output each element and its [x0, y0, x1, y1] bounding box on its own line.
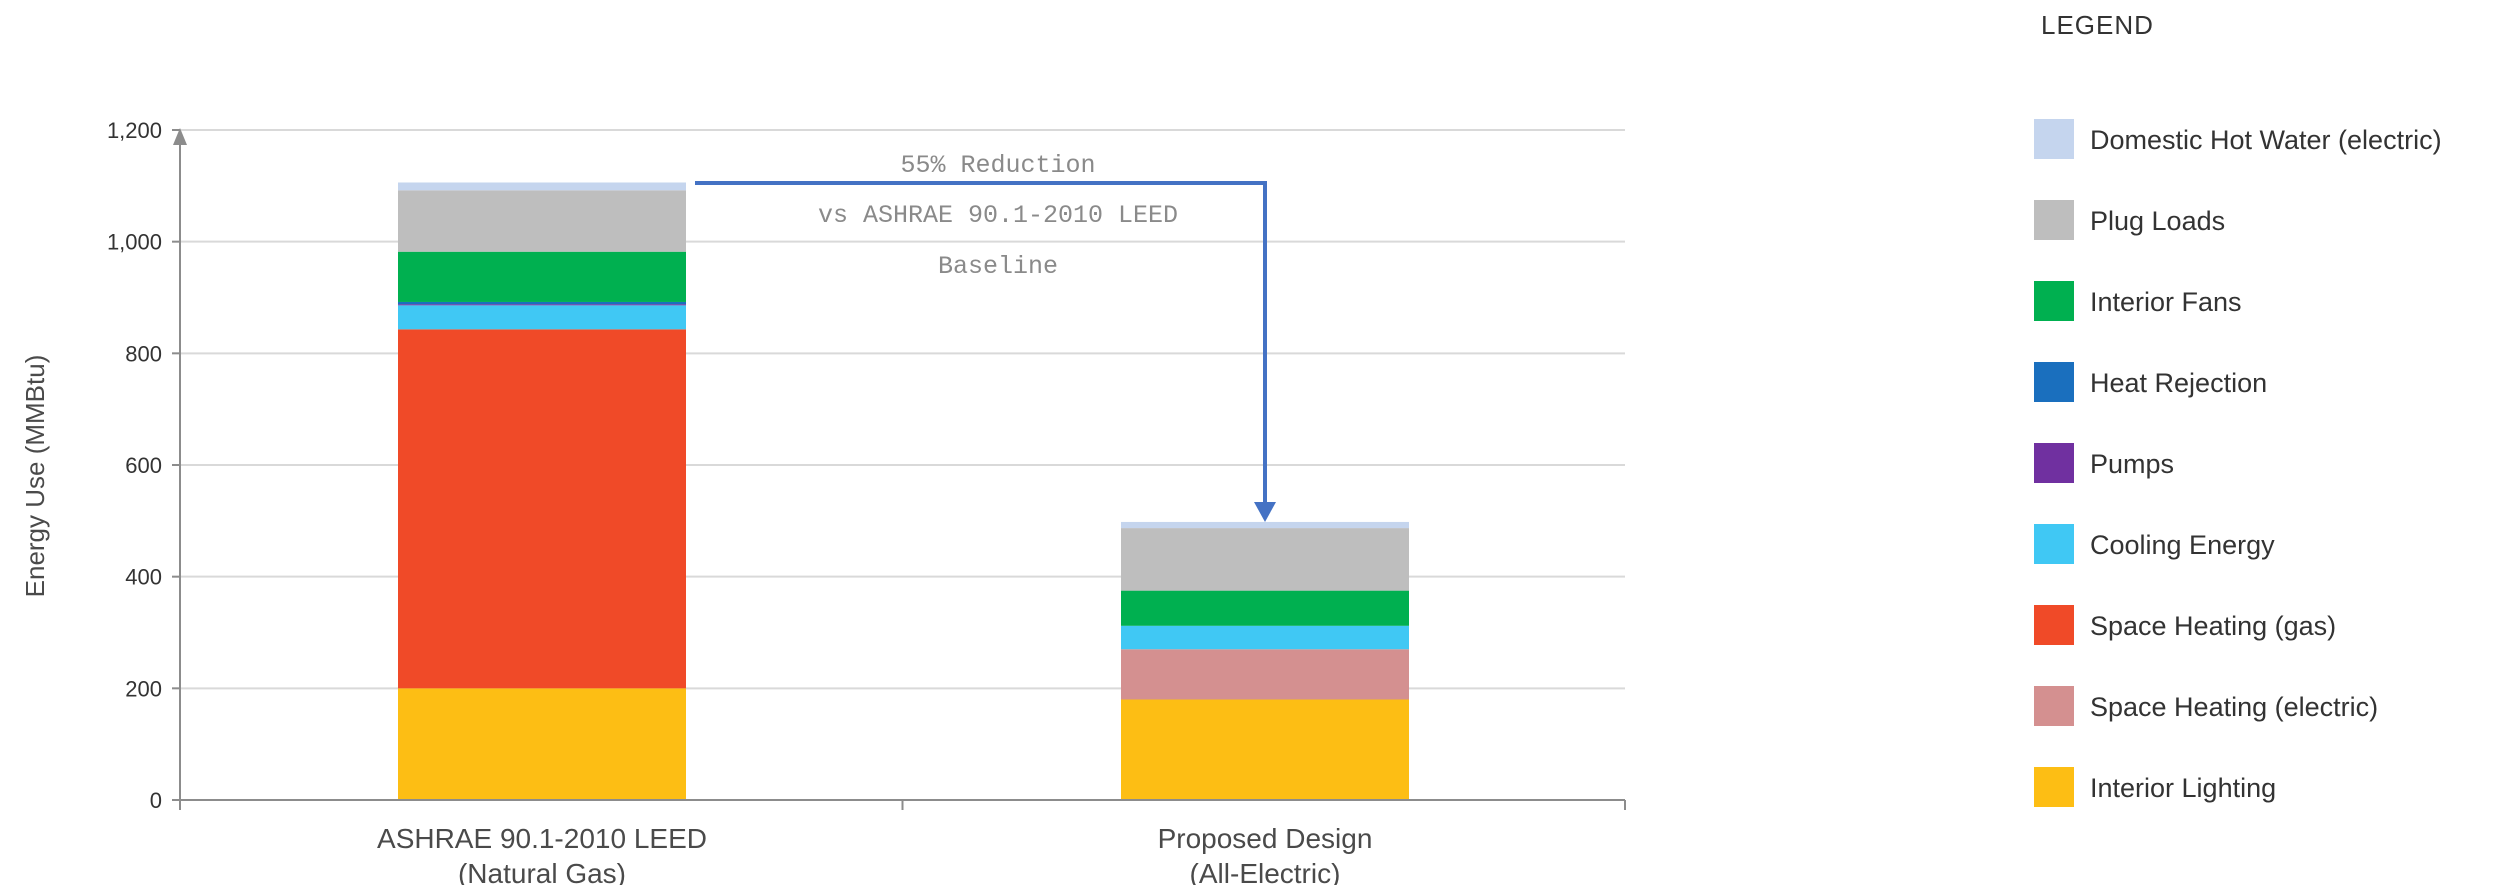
- y-tick-label: 1,000: [107, 230, 162, 255]
- annotation-line-2: vs ASHRAE 90.1-2010 LEED: [818, 201, 1178, 230]
- legend-label: Domestic Hot Water (electric): [2090, 125, 2442, 155]
- category-label: ASHRAE 90.1-2010 LEED: [377, 823, 707, 854]
- legend-swatch-cooling-energy: [2034, 524, 2074, 564]
- bar-segment-space-heating-electric: [1121, 649, 1409, 700]
- bar-segment-heat-rejection: [398, 301, 686, 305]
- y-axis-arrow-icon: [173, 128, 187, 145]
- y-tick-label: 1,200: [107, 118, 162, 143]
- annotation-line-1: 55% Reduction: [900, 151, 1095, 180]
- category-labels: ASHRAE 90.1-2010 LEED (Natural Gas) Propos…: [377, 823, 1372, 885]
- legend-swatch-domestic-hot-water-electric: [2034, 119, 2074, 159]
- bar-segment-space-heating-gas: [398, 329, 686, 689]
- legend-title: LEGEND: [2041, 10, 2154, 40]
- y-tick-label: 600: [125, 453, 162, 478]
- y-tick-label: 800: [125, 341, 162, 366]
- reduction-annotation: 55% Reduction vs ASHRAE 90.1-2010 LEED B…: [695, 151, 1276, 522]
- reduction-arrow: [695, 181, 1267, 505]
- legend-swatch-heat-rejection: [2034, 362, 2074, 402]
- legend-swatch-space-heating-electric: [2034, 686, 2074, 726]
- bar-segment-domestic-hot-water-electric: [398, 182, 686, 191]
- category-label: Proposed Design: [1158, 823, 1373, 854]
- legend-label: Space Heating (electric): [2090, 692, 2378, 722]
- bar-segment-cooling-energy: [398, 305, 686, 330]
- category-label: (Natural Gas): [458, 858, 626, 885]
- arrow-head-icon: [1254, 502, 1276, 522]
- legend-swatch-pumps: [2034, 443, 2074, 483]
- legend-swatch-interior-lighting: [2034, 767, 2074, 807]
- bar-segment-interior-fans: [1121, 590, 1409, 626]
- legend-label: Interior Lighting: [2090, 773, 2276, 803]
- legend: Domestic Hot Water (electric) Plug Loads I…: [2034, 119, 2442, 807]
- y-axis-title: Energy Use (MMBtu): [20, 355, 50, 598]
- legend-label: Pumps: [2090, 449, 2174, 479]
- legend-swatch-plug-loads: [2034, 200, 2074, 240]
- bar-segment-interior-lighting: [1121, 699, 1409, 800]
- bars: [398, 182, 1409, 800]
- bar-segment-plug-loads: [1121, 528, 1409, 591]
- annotation-line-3: Baseline: [938, 252, 1058, 281]
- legend-swatch-interior-fans: [2034, 281, 2074, 321]
- bar-segment-pumps: [398, 304, 686, 306]
- legend-label: Space Heating (gas): [2090, 611, 2336, 641]
- bar-segment-domestic-hot-water-electric: [1121, 521, 1409, 529]
- legend-label: Heat Rejection: [2090, 368, 2267, 398]
- bar-segment-cooling-energy: [1121, 625, 1409, 650]
- y-tick-label: 0: [150, 788, 162, 813]
- bar-segment-interior-lighting: [398, 688, 686, 800]
- bar-segment-interior-fans: [398, 251, 686, 302]
- legend-swatch-space-heating-gas: [2034, 605, 2074, 645]
- category-label: (All-Electric): [1190, 858, 1341, 885]
- y-tick-label: 200: [125, 676, 162, 701]
- legend-label: Plug Loads: [2090, 206, 2225, 236]
- y-tick-labels: 0 200 400 600 800 1,000 1,200: [107, 118, 1626, 813]
- legend-label: Cooling Energy: [2090, 530, 2275, 560]
- legend-label: Interior Fans: [2090, 287, 2242, 317]
- bar-segment-plug-loads: [398, 190, 686, 252]
- y-tick-label: 400: [125, 565, 162, 590]
